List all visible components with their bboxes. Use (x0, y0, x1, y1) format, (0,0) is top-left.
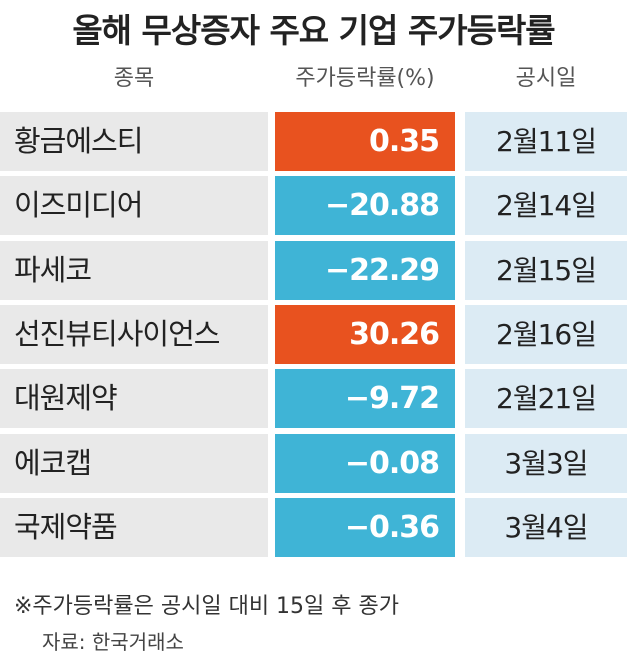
date: 2월14일 (465, 176, 627, 236)
date: 3월4일 (465, 497, 627, 557)
change-rate: −9.72 (275, 369, 455, 429)
title: 올해 무상증자 주요 기업 주가등락률 (72, 11, 555, 50)
change-rate: −0.36 (275, 497, 455, 557)
change-rate: −22.29 (275, 240, 455, 300)
stock-name: 이즈미디어 (0, 176, 268, 236)
date: 2월21일 (465, 369, 627, 429)
footnote: ※주가등락률은 공시일 대비 15일 후 종가 (14, 594, 399, 619)
source: 자료: 한국거래소 (42, 630, 184, 654)
stock-name: 황금에스티 (0, 112, 268, 171)
date: 2월16일 (465, 304, 627, 364)
change-rate: −0.08 (275, 433, 455, 493)
date: 3월3일 (465, 433, 627, 493)
stock-name: 에코캡 (0, 433, 268, 493)
change-rate: −20.88 (275, 176, 455, 236)
date: 2월15일 (465, 240, 627, 300)
stock-name: 파세코 (0, 240, 268, 300)
stock-name: 선진뷰티사이언스 (0, 304, 268, 364)
header-cell: 주가등락률(%) (295, 66, 435, 91)
stock-name: 대원제약 (0, 369, 268, 429)
date: 2월11일 (465, 112, 627, 171)
change-rate: 30.26 (275, 304, 455, 364)
header-cell: 종목 (113, 66, 155, 91)
stock-name: 국제약품 (0, 497, 268, 557)
header-cell: 공시일 (515, 66, 577, 91)
change-rate: 0.35 (275, 112, 455, 171)
